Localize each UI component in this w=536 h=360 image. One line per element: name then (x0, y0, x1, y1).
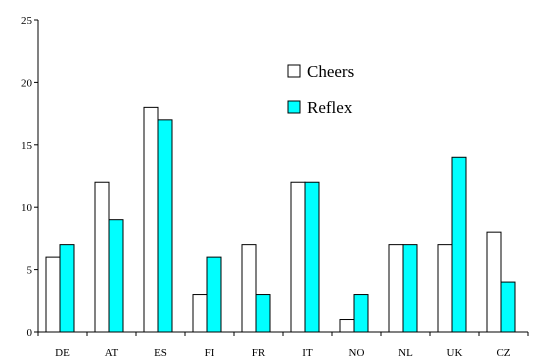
bar-reflex-cz (500, 281, 516, 333)
x-tick-label: CZ (496, 347, 510, 359)
bar-cheers-fi (192, 294, 208, 333)
bar-reflex-fr (255, 294, 271, 333)
y-tick-label: 5 (27, 265, 33, 277)
bar-cheers-it (290, 181, 306, 333)
x-tick-label: IT (302, 347, 313, 359)
legend-label-cheers: Cheers (307, 62, 354, 81)
bar-cheers-nl (388, 244, 404, 333)
bar-cheers-cz (486, 231, 502, 333)
bars (45, 106, 516, 333)
x-tick-label: FI (205, 347, 215, 359)
x-tick-label: NL (398, 347, 413, 359)
bar-cheers-no (339, 319, 355, 333)
bar-reflex-nl (402, 244, 418, 333)
bar-reflex-fi (206, 256, 222, 333)
legend-swatch-reflex (287, 100, 301, 114)
bar-reflex-de (59, 244, 75, 333)
legend: Cheers Reflex (280, 50, 380, 130)
legend-swatch-cheers (287, 64, 301, 78)
x-tick-label: UK (447, 347, 463, 359)
bar-cheers-es (143, 106, 159, 333)
bar-reflex-at (108, 219, 124, 333)
bar-cheers-at (94, 181, 110, 333)
x-tick-label: ES (154, 347, 167, 359)
bar-reflex-it (304, 181, 320, 333)
y-tick-label: 20 (21, 77, 33, 89)
legend-label-reflex: Reflex (307, 98, 353, 117)
x-tick-label: AT (105, 347, 119, 359)
x-axis: DE AT ES FI FR IT NO NL UK CZ (37, 331, 529, 359)
x-tick-label: NO (349, 347, 365, 359)
bar-reflex-es (157, 119, 173, 333)
x-tick-label: DE (55, 347, 70, 359)
bar-reflex-uk (451, 156, 467, 333)
y-tick-label: 15 (21, 140, 33, 152)
y-axis: 0 5 10 15 20 25 (21, 15, 39, 339)
y-tick-label: 10 (21, 202, 33, 214)
bar-cheers-de (45, 256, 61, 333)
bar-reflex-no (353, 294, 369, 333)
legend-box (280, 50, 380, 130)
bar-cheers-uk (437, 244, 453, 333)
y-tick-label: 25 (21, 15, 33, 27)
y-tick-label: 0 (27, 327, 33, 339)
x-tick-label: FR (252, 347, 266, 359)
bar-cheers-fr (241, 244, 257, 333)
